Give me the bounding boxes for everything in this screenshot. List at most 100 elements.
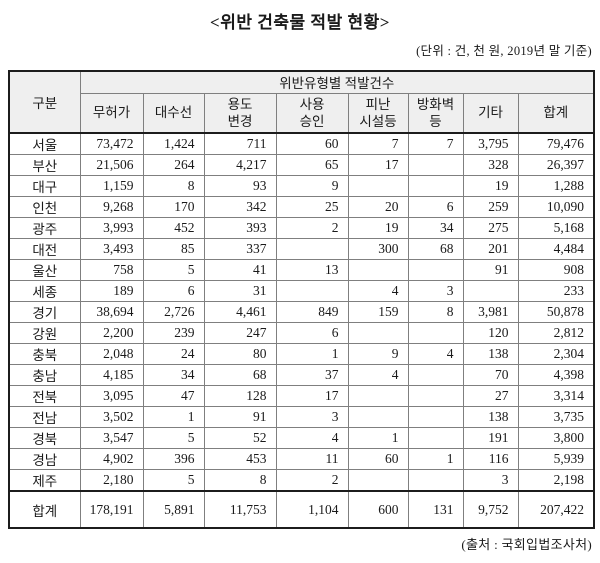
value-cell: 5,168 (517, 217, 595, 239)
value-cell: 1,288 (517, 175, 595, 197)
value-cell: 2 (275, 469, 349, 492)
region-cell: 부산 (8, 154, 81, 176)
table-row: 충남 4,185 34 68 37 4 70 4,398 (8, 364, 595, 386)
header-group-row: 구분 위반유형별 적발건수 (8, 70, 595, 134)
table-row: 부산 21,506 264 4,217 65 17 328 26,397 (8, 154, 595, 176)
page-title: <위반 건축물 적발 현황> (210, 13, 390, 32)
value-cell (347, 385, 409, 407)
value-cell: 5 (142, 259, 205, 281)
value-cell: 73,472 (79, 132, 144, 155)
group-header: 위반유형별 적발건수 (79, 70, 595, 94)
value-cell: 13 (275, 259, 349, 281)
value-cell: 5 (142, 469, 205, 492)
value-cell: 4 (347, 280, 409, 302)
value-cell (275, 238, 349, 260)
value-cell: 47 (142, 385, 205, 407)
value-cell: 7 (347, 132, 409, 155)
value-cell: 247 (203, 322, 277, 344)
value-cell: 396 (142, 448, 205, 470)
corner-header: 구분 (8, 70, 81, 134)
totals-cell: 11,753 (203, 490, 277, 529)
value-cell: 3,800 (517, 427, 595, 449)
value-cell: 4,902 (79, 448, 144, 470)
value-cell: 264 (142, 154, 205, 176)
col-header-gita: 기타 (462, 92, 519, 134)
region-cell: 경북 (8, 427, 81, 449)
value-cell: 20 (347, 196, 409, 218)
value-cell: 8 (203, 469, 277, 492)
value-cell: 27 (462, 385, 519, 407)
value-cell (407, 385, 464, 407)
region-cell: 인천 (8, 196, 81, 218)
value-cell: 21,506 (79, 154, 144, 176)
value-cell (407, 427, 464, 449)
value-cell: 189 (79, 280, 144, 302)
value-cell: 453 (203, 448, 277, 470)
region-cell: 서울 (8, 132, 81, 155)
value-cell: 758 (79, 259, 144, 281)
value-cell: 170 (142, 196, 205, 218)
value-cell (407, 469, 464, 492)
value-cell: 70 (462, 364, 519, 386)
table-row: 충북 2,048 24 80 1 9 4 138 2,304 (8, 343, 595, 365)
value-cell: 328 (462, 154, 519, 176)
value-cell: 26,397 (517, 154, 595, 176)
source-note: (출처 : 국회입법조사처) (461, 537, 592, 552)
value-cell: 6 (142, 280, 205, 302)
header-cols-row: 무허가 대수선 용도 변경 사용 승인 피난 시설등 방화벽 등 기타 합계 (9, 92, 595, 134)
totals-cell: 131 (407, 490, 464, 529)
value-cell: 201 (462, 238, 519, 260)
value-cell: 1,159 (79, 175, 144, 197)
value-cell: 34 (407, 217, 464, 239)
value-cell (407, 154, 464, 176)
value-cell: 50,878 (517, 301, 595, 323)
value-cell (347, 259, 409, 281)
region-cell: 제주 (8, 469, 81, 492)
value-cell (407, 175, 464, 197)
value-cell: 4 (347, 364, 409, 386)
table-row: 서울 73,472 1,424 711 60 7 7 3,795 79,476 (8, 132, 595, 155)
value-cell: 711 (203, 132, 277, 155)
value-cell: 4 (275, 427, 349, 449)
value-cell: 4,461 (203, 301, 277, 323)
value-cell: 393 (203, 217, 277, 239)
value-cell: 68 (407, 238, 464, 260)
table-row: 대구 1,159 8 93 9 19 1,288 (8, 175, 595, 197)
value-cell: 159 (347, 301, 409, 323)
value-cell (347, 175, 409, 197)
value-cell: 11 (275, 448, 349, 470)
value-cell (275, 280, 349, 302)
value-cell (462, 280, 519, 302)
value-cell: 3,735 (517, 406, 595, 428)
value-cell: 3 (407, 280, 464, 302)
region-cell: 울산 (8, 259, 81, 281)
value-cell: 9,268 (79, 196, 144, 218)
region-cell: 광주 (8, 217, 81, 239)
unit-note: (단위 : 건, 천 원, 2019년 말 기준) (416, 44, 592, 58)
col-header-hapgye: 합계 (517, 92, 595, 134)
value-cell: 5 (142, 427, 205, 449)
value-cell: 79,476 (517, 132, 595, 155)
value-cell: 452 (142, 217, 205, 239)
table-row: 경북 3,547 5 52 4 1 191 3,800 (8, 427, 595, 449)
value-cell: 3,993 (79, 217, 144, 239)
value-cell: 908 (517, 259, 595, 281)
value-cell: 120 (462, 322, 519, 344)
value-cell: 2,726 (142, 301, 205, 323)
value-cell (407, 364, 464, 386)
value-cell: 3,502 (79, 406, 144, 428)
region-cell: 경기 (8, 301, 81, 323)
table-row: 인천 9,268 170 342 25 20 6 259 10,090 (8, 196, 595, 218)
region-cell: 대구 (8, 175, 81, 197)
table-row: 세종 189 6 31 4 3 233 (8, 280, 595, 302)
value-cell: 31 (203, 280, 277, 302)
value-cell (407, 406, 464, 428)
table-row: 강원 2,200 239 247 6 120 2,812 (8, 322, 595, 344)
totals-cell: 1,104 (275, 490, 349, 529)
totals-label: 합계 (8, 490, 81, 529)
value-cell: 116 (462, 448, 519, 470)
region-cell: 전북 (8, 385, 81, 407)
value-cell: 191 (462, 427, 519, 449)
value-cell: 25 (275, 196, 349, 218)
value-cell: 3 (275, 406, 349, 428)
